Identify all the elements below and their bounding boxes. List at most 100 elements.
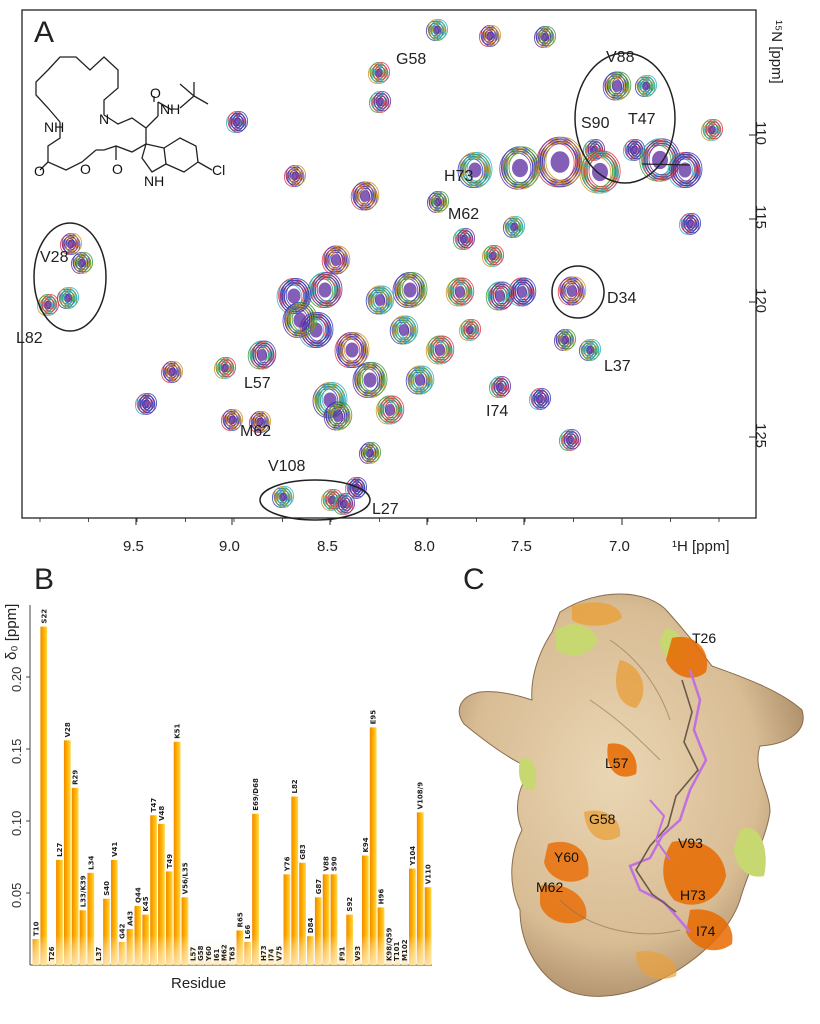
bar-fade: [118, 935, 126, 965]
bar-label: T26: [48, 946, 56, 961]
bar-fade: [134, 935, 142, 965]
surface-label-h73: H73: [680, 887, 706, 903]
nmr-peak: [276, 277, 312, 315]
atom-n: N: [99, 111, 109, 127]
label-i74: I74: [486, 403, 508, 420]
nmr-peak: [528, 388, 552, 410]
atom-nh2: NH: [160, 101, 180, 117]
nmr-peak: [553, 329, 577, 351]
bar-fade: [150, 935, 157, 965]
nmr-peak: [56, 287, 80, 309]
bar-fade: [354, 935, 361, 965]
atom-o1: O: [34, 163, 45, 179]
bar-label: H96: [378, 889, 386, 905]
bar-fade: [424, 935, 432, 965]
bar-label: V110: [425, 864, 433, 884]
chemical-structure: [35, 56, 213, 173]
structure-atoms: NH N O O O O NH NH Cl: [34, 85, 225, 189]
bar-fade: [393, 935, 401, 965]
nmr-panel: G58 V88 S90 T47 H73 M62 V28 L82 D34 L37 …: [16, 9, 785, 555]
circle-v28-group: [33, 222, 107, 332]
nmr-peak: [478, 25, 502, 47]
nmr-peak: [352, 361, 388, 399]
bar-label: V88: [323, 856, 331, 871]
bar-label: M102: [401, 939, 409, 961]
bar-label: L82: [291, 779, 299, 793]
nmr-peak: [332, 493, 356, 515]
bar-label: R29: [72, 770, 80, 785]
bar-label: I61: [213, 949, 221, 961]
bar: [299, 862, 306, 965]
bar-y-tick: 0.15: [9, 739, 24, 764]
bar-label: D84: [307, 918, 315, 934]
bar-fade: [212, 935, 220, 965]
bar-fade: [95, 935, 103, 965]
bar-label: V75: [276, 946, 284, 961]
nmr-y-tick: 110: [752, 121, 769, 145]
nmr-peak: [220, 409, 244, 431]
nmr-x-tick: 7.0: [609, 538, 630, 555]
nmr-peak: [271, 486, 295, 508]
label-g58: G58: [396, 51, 426, 68]
nmr-x-axis: 9.5 9.0 8.5 8.0 7.5 7.0: [39, 518, 720, 555]
panel-a-letter: A: [34, 16, 55, 49]
circle-v88-group: [574, 52, 676, 184]
bar-fade: [165, 935, 173, 965]
nmr-peak: [334, 331, 370, 369]
label-v88: V88: [606, 49, 635, 66]
nmr-peak: [700, 119, 724, 141]
protein-surface: [458, 593, 804, 997]
nmr-peak: [578, 339, 602, 361]
bar-label: L27: [56, 843, 64, 857]
bar-chart-panel: 0.05 0.10 0.15 0.20 T10 S22 T26 L27 V28 R29 L33/K…: [3, 604, 433, 992]
panel-b-letter: B: [34, 563, 55, 596]
bar-fade: [346, 935, 354, 965]
bar: [87, 872, 95, 965]
bar: [424, 887, 432, 965]
label-s90: S90: [581, 115, 610, 132]
bar-fade: [181, 935, 189, 965]
bar-fade: [205, 935, 212, 965]
nmr-peak: [602, 71, 632, 101]
bar-fade: [369, 935, 377, 965]
bar: [322, 874, 330, 965]
bar-y-tick: 0.05: [9, 883, 24, 908]
bar-y-tick: 0.10: [9, 811, 24, 836]
bar-label: K94: [362, 837, 370, 852]
bar-fade: [252, 935, 259, 965]
nmr-x-tick: 7.5: [511, 538, 532, 555]
bar-fade: [244, 935, 252, 965]
nmr-peak: [283, 165, 307, 187]
bar-label: T49: [166, 854, 174, 869]
bar-x-title: Residue: [171, 975, 226, 992]
label-l82: L82: [16, 330, 43, 347]
label-l57: L57: [244, 375, 271, 392]
circle-d34: [551, 265, 605, 319]
bar: [40, 626, 48, 965]
bar-fade: [338, 935, 346, 965]
bar-label: L57: [189, 947, 197, 961]
bar-fade: [307, 935, 314, 965]
bar-fade: [158, 935, 165, 965]
nmr-peak: [445, 277, 475, 307]
bar-fade: [291, 935, 299, 965]
nmr-peak: [134, 393, 158, 415]
bar-label: F91: [338, 946, 346, 961]
nmr-peak: [358, 442, 382, 464]
bar-fade: [267, 935, 275, 965]
bar-y-axis: 0.05 0.10 0.15 0.20: [9, 667, 30, 908]
nmr-x-tick: 8.0: [414, 538, 435, 555]
bar-label: L37: [95, 947, 103, 961]
bar-label: G83: [299, 844, 307, 860]
nmr-y-tick: 115: [752, 205, 769, 229]
bar-fade: [236, 935, 244, 965]
bar-label: T101: [393, 941, 401, 961]
surface-label-i74: I74: [696, 923, 716, 939]
bar-fade: [416, 935, 424, 965]
bar-label: K51: [174, 724, 182, 739]
bar-label: T47: [150, 798, 158, 813]
nmr-peak: [499, 146, 541, 190]
nmr-peak: [282, 301, 318, 339]
